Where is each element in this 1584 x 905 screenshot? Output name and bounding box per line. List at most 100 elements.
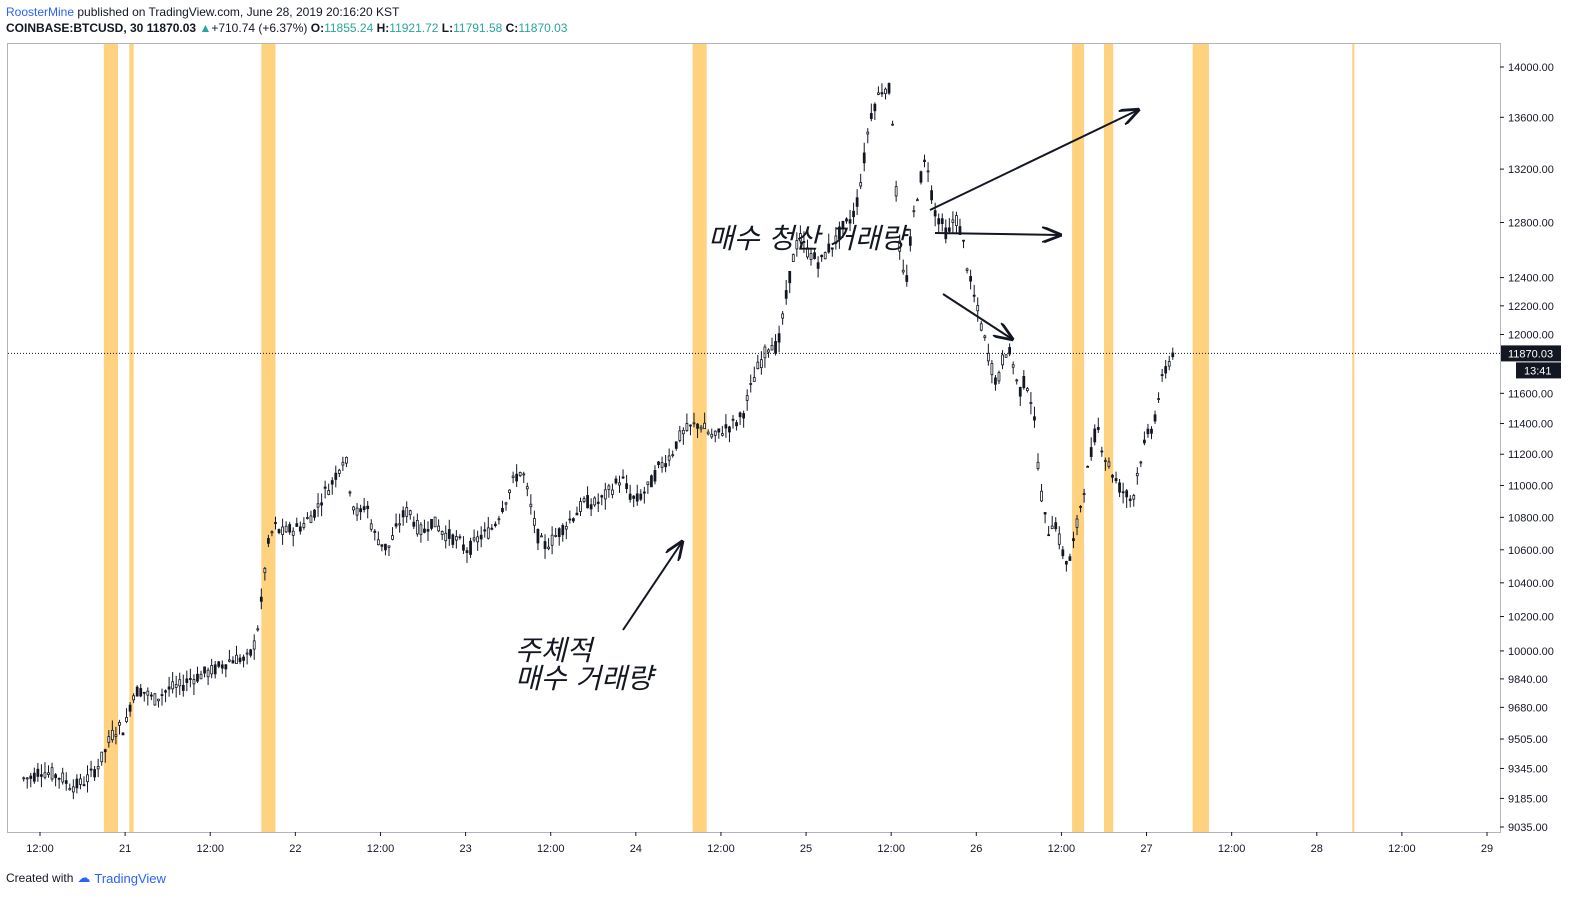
candle — [511, 471, 515, 484]
candle — [625, 474, 628, 494]
candle — [997, 370, 1001, 385]
candle — [54, 772, 57, 787]
candle — [795, 232, 799, 257]
candle — [316, 493, 320, 517]
candle — [121, 732, 125, 736]
candle — [965, 267, 969, 274]
high-label: H: — [376, 21, 390, 35]
candle — [139, 684, 143, 698]
candle — [142, 691, 146, 702]
symbol-label[interactable]: COINBASE:BTCUSD, 30 — [6, 21, 144, 35]
candle — [75, 774, 79, 794]
candle — [412, 516, 416, 529]
candle — [1015, 378, 1019, 385]
candle — [433, 516, 437, 528]
candle — [206, 667, 210, 686]
candle — [213, 661, 217, 679]
price-axis[interactable]: 9035.00 9185.00 9345.00 9505.00 9680.00 9840.… — [1500, 62, 1554, 834]
open-label: O: — [310, 21, 325, 35]
candle — [167, 676, 171, 697]
candle — [1150, 426, 1153, 440]
ohlc-line: COINBASE:BTCUSD, 30 11870.03 ▲+710.74 (+… — [6, 20, 567, 36]
tradingview-brand[interactable]: TradingView — [94, 870, 166, 886]
candle — [330, 477, 334, 495]
time-axis[interactable]: 12:00 21 12:00 22 12:00 23 12:00 24 12:00 25 12:00… — [26, 832, 1493, 855]
candle — [323, 480, 327, 499]
candle — [199, 670, 203, 680]
candles — [22, 82, 1175, 800]
candle — [86, 765, 89, 793]
candle — [1089, 437, 1093, 461]
candle — [962, 239, 965, 249]
candle — [713, 430, 717, 443]
candle — [522, 471, 526, 483]
candle — [912, 205, 916, 218]
candle — [1100, 446, 1104, 457]
candle — [401, 506, 405, 526]
candle — [334, 465, 338, 488]
candle — [919, 170, 923, 185]
candle — [937, 213, 941, 233]
y-tick-label: 10000.00 — [1508, 646, 1554, 658]
candle — [614, 475, 618, 485]
tradingview-logo-icon[interactable]: ☁ — [77, 870, 91, 885]
candle — [1022, 370, 1026, 390]
candle — [25, 777, 29, 789]
candle — [373, 528, 377, 541]
candle — [958, 218, 962, 235]
candle — [639, 489, 643, 502]
candle — [32, 767, 36, 784]
candle — [589, 498, 593, 517]
candle — [341, 456, 345, 471]
candle — [398, 513, 401, 533]
candle — [327, 483, 331, 496]
candle — [745, 389, 749, 411]
annotation-active-line1: 주체적 — [515, 634, 596, 667]
candle — [181, 674, 185, 697]
candle — [536, 528, 540, 551]
candle — [525, 482, 529, 497]
candle — [880, 83, 884, 98]
candle — [752, 366, 756, 382]
author-link[interactable]: RoosterMine — [6, 5, 75, 19]
highlight-zones — [103, 44, 1355, 832]
candle — [979, 320, 983, 332]
candle — [1143, 431, 1146, 446]
candle — [841, 220, 845, 238]
candle — [852, 202, 855, 225]
y-tick-label: 11200.00 — [1508, 449, 1553, 461]
candle — [29, 772, 33, 788]
candle — [642, 486, 646, 504]
candle — [632, 495, 636, 508]
candle — [809, 247, 813, 266]
candle — [731, 415, 735, 429]
candle — [476, 530, 480, 551]
candle — [132, 693, 136, 704]
candle — [784, 279, 788, 305]
candle — [224, 664, 228, 678]
candle — [547, 538, 550, 551]
candle — [724, 414, 728, 438]
candle — [57, 777, 61, 789]
candle — [1061, 546, 1065, 560]
plot-border — [7, 43, 1501, 833]
candle — [295, 517, 299, 527]
candle — [93, 765, 96, 781]
candle — [298, 521, 302, 535]
candle — [550, 526, 554, 555]
candle — [1075, 514, 1079, 536]
y-tick-label: 10800.00 — [1508, 512, 1554, 524]
high-value: 11921.72 — [389, 21, 439, 35]
publish-info: published on TradingView.com, June 28, 2… — [77, 5, 400, 19]
candle — [103, 748, 107, 763]
candle — [1011, 361, 1015, 375]
candle — [1033, 406, 1036, 428]
candle — [930, 185, 933, 204]
candle — [252, 634, 256, 660]
candle — [685, 413, 689, 432]
candle — [575, 506, 579, 516]
candle — [518, 471, 522, 478]
close-label: C: — [505, 21, 519, 35]
candle — [628, 484, 632, 503]
